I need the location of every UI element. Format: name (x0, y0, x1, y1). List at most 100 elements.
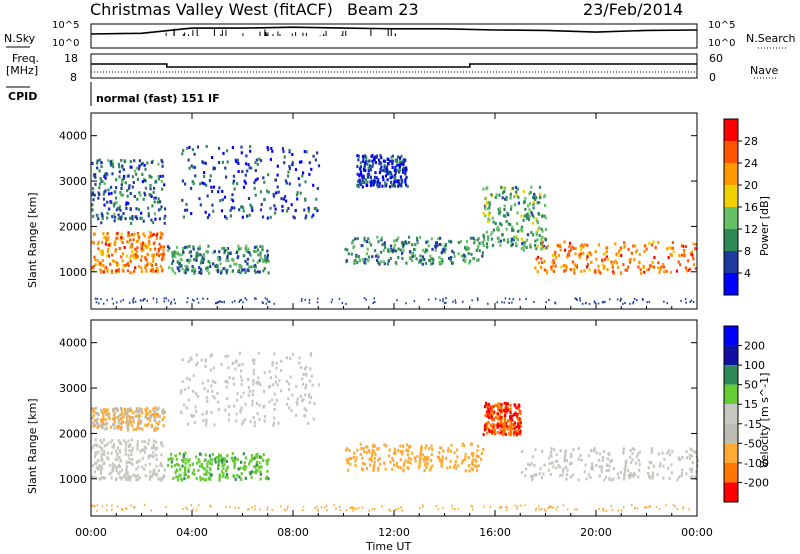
rti-cell (625, 459, 628, 463)
rti-cell (500, 403, 503, 407)
rti-cell (400, 154, 403, 158)
rti-cell (101, 441, 104, 445)
rti-cell (563, 240, 566, 244)
rti-cell (178, 262, 181, 265)
rti-cell (118, 425, 121, 429)
rti-cell (544, 237, 547, 241)
rti-cell (210, 473, 213, 477)
rti-cell (485, 230, 489, 234)
rti-cell (419, 456, 422, 460)
rti-cell (484, 214, 487, 218)
rti-noise-cell (524, 504, 526, 507)
rti-cell (346, 461, 349, 465)
rti-cell (297, 177, 300, 181)
rti-cell (402, 245, 405, 249)
rti-cell (136, 197, 139, 201)
rti-cell (188, 377, 191, 381)
rti-cell (473, 239, 476, 242)
rti-cell (176, 462, 179, 466)
rti-cell (190, 186, 193, 190)
rti-cell (98, 169, 101, 173)
rti-cell (127, 174, 130, 178)
rti-cell (163, 468, 166, 472)
rti-cell (198, 266, 201, 269)
rti-cell (513, 195, 516, 199)
rti-cell (232, 174, 235, 178)
rti-cell (538, 185, 541, 189)
rti-cell (109, 243, 112, 247)
rti-cell (220, 459, 224, 462)
rti-cell (375, 155, 378, 159)
rti-cell (295, 413, 298, 417)
rti-cell (135, 207, 138, 211)
rti-cell (242, 185, 246, 189)
rti-cell (447, 447, 450, 451)
rti-cell (186, 245, 189, 249)
rti-cell (220, 460, 224, 464)
rti-cell (110, 185, 113, 189)
rti-cell (161, 174, 165, 178)
rti-noise-cell (538, 505, 540, 508)
rti-cell (189, 259, 192, 263)
rti-noise-cell (120, 300, 122, 303)
rti-cell (406, 466, 409, 469)
rti-cell (149, 247, 152, 251)
rti-cell (206, 250, 209, 254)
rti-cell (159, 231, 162, 235)
rti-cell (358, 174, 361, 178)
rti-cell (137, 412, 140, 416)
rti-cell (499, 405, 502, 409)
colorbar-tick-label: 24 (744, 157, 758, 170)
rti-cell (678, 475, 681, 479)
rti-cell (571, 245, 574, 249)
rti-cell (676, 478, 679, 482)
rti-cell (570, 452, 573, 456)
rti-cell (498, 207, 501, 211)
rti-cell (240, 151, 243, 155)
rti-noise-cell (156, 301, 158, 304)
rti-cell (287, 397, 290, 401)
rti-cell (431, 257, 434, 261)
rti-cell (159, 174, 162, 178)
rti-cell (97, 459, 100, 463)
rti-cell (287, 207, 290, 210)
rti-cell (253, 245, 257, 249)
rti-cell (242, 466, 245, 470)
rti-cell (603, 252, 606, 256)
rti-cell (198, 253, 201, 257)
rti-cell (176, 266, 179, 270)
rti-cell (96, 159, 99, 163)
rti-cell (526, 214, 529, 218)
rti-cell (135, 172, 138, 176)
rti-cell (210, 384, 213, 388)
rti-cell (255, 463, 258, 467)
rti-cell (199, 478, 202, 482)
rti-cell (402, 163, 405, 167)
rti-cell (253, 358, 256, 362)
rti-cell (369, 463, 372, 467)
rti-cell (504, 197, 507, 201)
rti-cell (472, 236, 475, 240)
rti-cell (606, 463, 609, 467)
rti-cell (228, 413, 231, 417)
rti-cell (253, 181, 256, 185)
rti-cell (263, 404, 266, 408)
rti-cell (399, 163, 402, 167)
rti-cell (310, 215, 313, 219)
rti-cell (487, 238, 490, 241)
rti-cell (512, 236, 515, 240)
rti-cell (564, 248, 567, 252)
rti-cell (101, 249, 104, 253)
rti-noise-cell (284, 509, 287, 512)
rti-noise-cell (400, 506, 403, 509)
rti-cell (301, 382, 305, 386)
rti-cell (386, 178, 389, 182)
rti-noise-cell (239, 299, 241, 302)
rti-cell (119, 422, 122, 426)
colorbar-segment (724, 462, 738, 483)
rti-noise-cell (283, 508, 286, 511)
rti-cell (499, 239, 502, 243)
rti-cell (505, 219, 508, 223)
rti-cell (378, 182, 381, 185)
rti-cell (547, 468, 550, 472)
